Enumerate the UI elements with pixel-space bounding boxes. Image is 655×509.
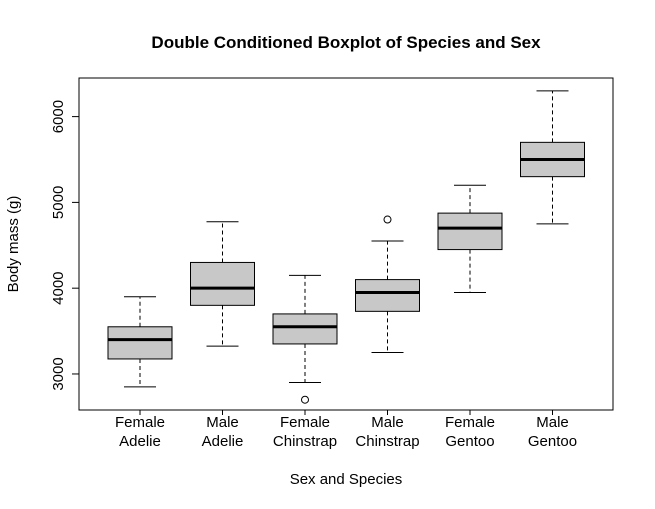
iqr-box [355, 279, 420, 312]
x-category-label-line2: Chinstrap [355, 433, 419, 450]
outlier-point [301, 395, 309, 404]
chart-title: Double Conditioned Boxplot of Species an… [151, 33, 541, 52]
x-category-label-line1: Female [115, 414, 165, 431]
x-axis-category-labels: Female Adelie Male Adelie Female Chinstrap Mal… [115, 410, 577, 450]
x-category-label-line2: Adelie [119, 433, 161, 450]
box-group [272, 274, 338, 404]
iqr-box [107, 326, 173, 360]
y-axis-label: Body mass (g) [5, 196, 22, 293]
box-group [520, 90, 585, 225]
box-group [107, 296, 173, 388]
x-category-label-line1: Male [536, 414, 569, 431]
iqr-box [437, 212, 503, 251]
y-tick-label: 6000 [50, 100, 67, 133]
plot-frame [78, 77, 614, 411]
x-category-label-line2: Chinstrap [273, 433, 337, 450]
box-group [190, 221, 255, 347]
x-category-label-line2: Gentoo [528, 433, 577, 450]
plot-area [107, 90, 585, 404]
box-group [355, 215, 420, 354]
y-axis: 3000 4000 5000 6000 [50, 100, 80, 391]
iqr-box [272, 313, 338, 345]
x-category-label-line1: Male [371, 414, 404, 431]
x-category-label-line2: Adelie [202, 433, 244, 450]
iqr-box [190, 261, 255, 306]
x-category-label-line1: Male [206, 414, 239, 431]
x-category-label-line1: Female [445, 414, 495, 431]
outlier-point [383, 215, 392, 224]
x-category-label-line2: Gentoo [445, 433, 494, 450]
x-category-label-line1: Female [280, 414, 330, 431]
y-tick-label: 5000 [50, 186, 67, 219]
x-axis-label: Sex and Species [290, 471, 403, 488]
y-tick-label: 3000 [50, 357, 67, 390]
box-group [437, 184, 503, 293]
y-tick-label: 4000 [50, 271, 67, 304]
